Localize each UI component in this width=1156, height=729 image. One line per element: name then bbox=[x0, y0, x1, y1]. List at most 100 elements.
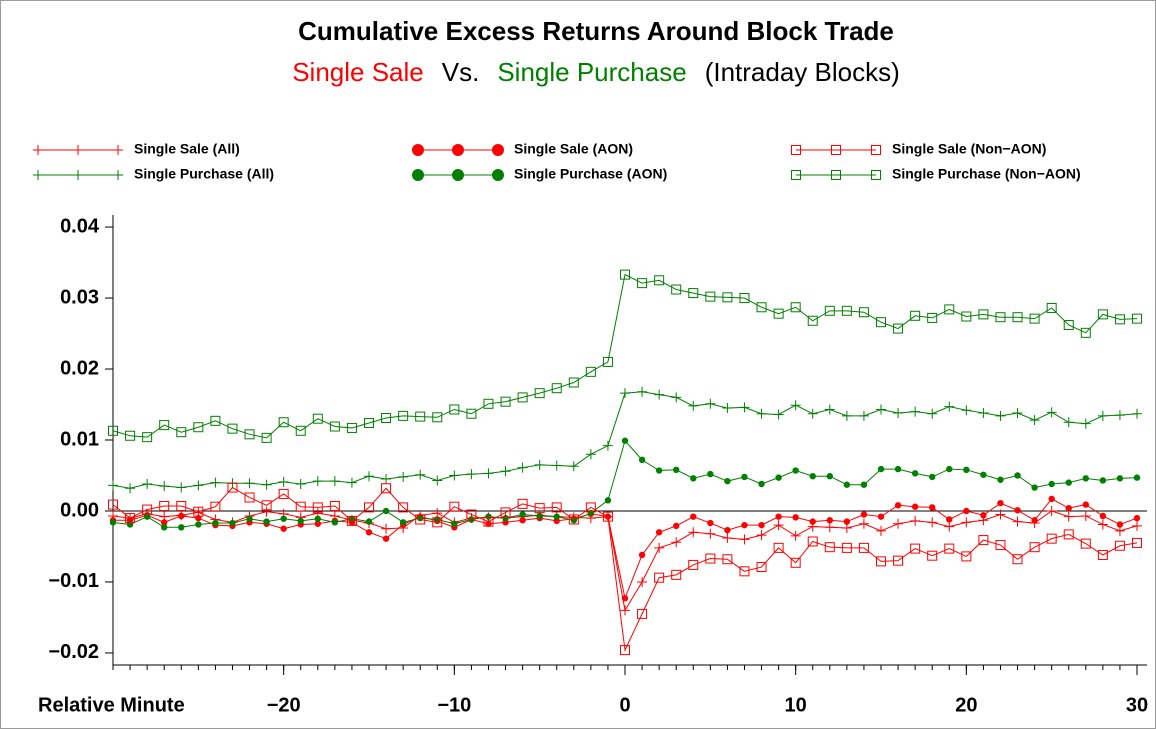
point bbox=[398, 471, 409, 482]
point bbox=[638, 456, 646, 464]
point bbox=[637, 608, 648, 619]
point bbox=[824, 305, 835, 316]
point bbox=[329, 421, 340, 432]
subtitle-part: Single Purchase bbox=[497, 57, 686, 87]
point bbox=[108, 499, 118, 510]
point bbox=[432, 475, 443, 486]
point bbox=[824, 522, 835, 533]
point bbox=[756, 302, 767, 313]
point bbox=[963, 507, 970, 515]
point bbox=[826, 517, 833, 524]
point bbox=[707, 519, 714, 527]
point bbox=[773, 520, 784, 531]
point bbox=[1063, 320, 1074, 331]
point bbox=[637, 278, 648, 289]
point bbox=[910, 406, 921, 417]
point bbox=[176, 501, 187, 512]
point bbox=[193, 506, 204, 517]
point bbox=[176, 482, 187, 493]
legend-marker bbox=[73, 145, 83, 155]
point bbox=[722, 554, 733, 565]
point bbox=[244, 492, 255, 503]
point bbox=[244, 429, 255, 440]
y-tick-label: 0.04 bbox=[60, 215, 100, 237]
point bbox=[841, 542, 852, 553]
point bbox=[995, 410, 1006, 421]
point bbox=[756, 530, 767, 541]
point bbox=[741, 521, 748, 529]
point bbox=[178, 524, 185, 531]
point bbox=[263, 518, 270, 525]
point bbox=[534, 388, 545, 399]
legend-label: Single Purchase (All) bbox=[134, 166, 274, 182]
point bbox=[620, 605, 630, 616]
point bbox=[466, 509, 477, 520]
point bbox=[707, 470, 714, 478]
y-tick-label: 0.01 bbox=[60, 428, 99, 450]
legend-label: Single Sale (All) bbox=[134, 141, 240, 157]
point bbox=[381, 523, 392, 534]
legend-label: Single Sale (Non−AON) bbox=[892, 141, 1046, 157]
point bbox=[261, 479, 272, 490]
point bbox=[978, 535, 989, 546]
point bbox=[961, 311, 972, 322]
subtitle-part: Vs. bbox=[442, 57, 480, 87]
point bbox=[161, 524, 168, 531]
point bbox=[773, 542, 784, 553]
point bbox=[483, 398, 494, 409]
point bbox=[824, 404, 835, 415]
point bbox=[142, 504, 153, 515]
point bbox=[1114, 540, 1125, 551]
legend-marker bbox=[452, 169, 464, 181]
point bbox=[1029, 542, 1040, 553]
point bbox=[722, 292, 733, 303]
legend-marker bbox=[33, 170, 43, 180]
point bbox=[1012, 516, 1023, 527]
point bbox=[705, 398, 716, 409]
legend-marker bbox=[831, 170, 841, 180]
point bbox=[995, 509, 1006, 520]
point bbox=[1132, 313, 1142, 324]
point bbox=[381, 474, 392, 485]
legend-marker bbox=[791, 145, 801, 155]
point bbox=[329, 476, 340, 487]
point bbox=[655, 467, 663, 474]
point bbox=[654, 389, 665, 400]
subtitle-part: Single Sale bbox=[292, 57, 424, 87]
point bbox=[790, 302, 801, 313]
point bbox=[432, 412, 443, 423]
point bbox=[1029, 313, 1040, 324]
point bbox=[1082, 475, 1090, 482]
point bbox=[500, 396, 511, 407]
point bbox=[724, 477, 731, 485]
point bbox=[860, 481, 868, 488]
point bbox=[398, 502, 409, 513]
point bbox=[1080, 538, 1091, 549]
point bbox=[824, 542, 835, 553]
point bbox=[604, 497, 612, 504]
point bbox=[415, 469, 426, 480]
point bbox=[365, 518, 373, 525]
point bbox=[517, 462, 528, 473]
point bbox=[399, 519, 407, 526]
point bbox=[551, 502, 562, 513]
point bbox=[620, 269, 630, 280]
point bbox=[705, 291, 716, 302]
x-tick-label: 30 bbox=[1126, 694, 1148, 716]
legend-marker bbox=[113, 145, 123, 155]
point bbox=[585, 502, 596, 513]
point bbox=[1133, 474, 1141, 481]
point bbox=[212, 519, 219, 527]
point bbox=[364, 417, 374, 428]
point bbox=[161, 519, 168, 526]
point bbox=[792, 467, 799, 474]
point bbox=[125, 483, 136, 494]
point bbox=[894, 502, 902, 509]
point bbox=[893, 555, 904, 566]
point bbox=[229, 519, 236, 527]
chart-subtitle: Single Sale Vs. Single Purchase (Intraday B… bbox=[292, 57, 900, 87]
legend-marker bbox=[412, 144, 424, 156]
point bbox=[893, 518, 904, 529]
point bbox=[688, 400, 699, 411]
point bbox=[314, 515, 321, 522]
